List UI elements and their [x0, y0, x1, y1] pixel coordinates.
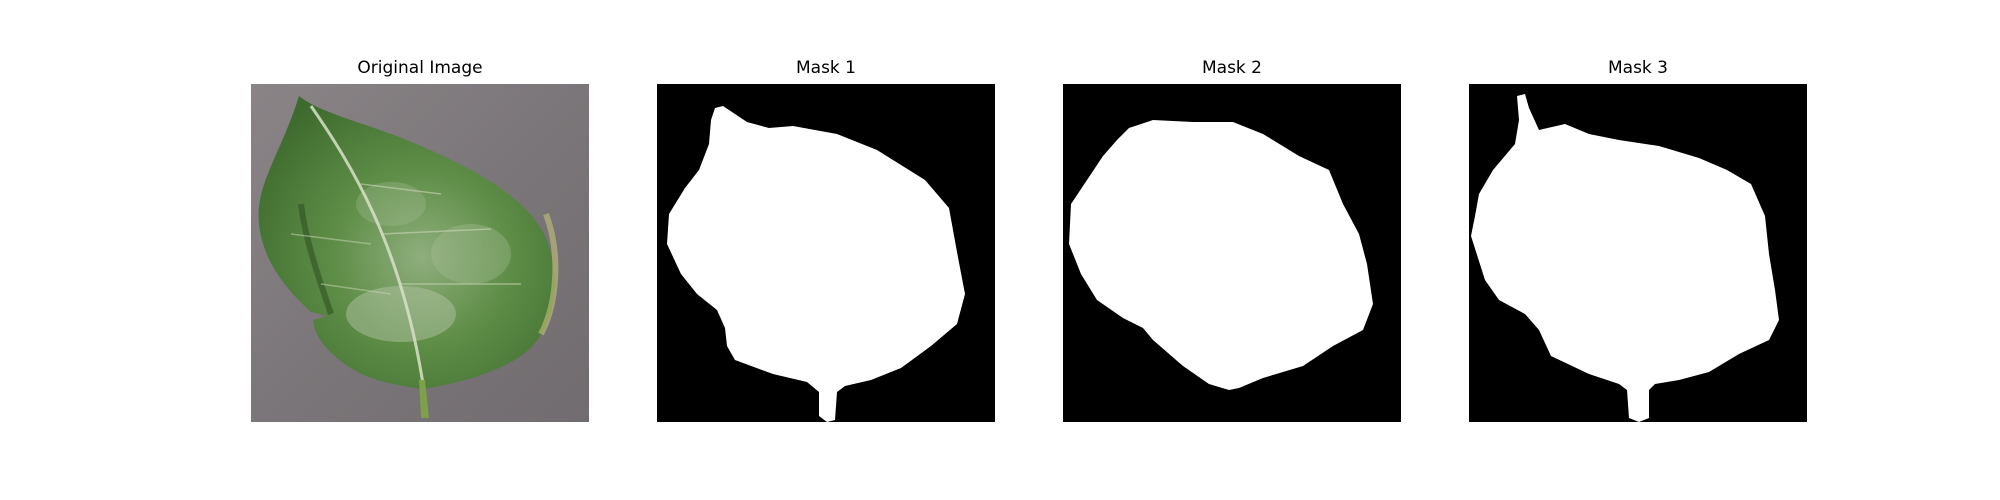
mask-1-title: Mask 1 — [795, 58, 856, 78]
mask-3-image — [1469, 84, 1807, 422]
original-leaf-photo — [251, 84, 589, 422]
mask-1-image — [657, 84, 995, 422]
mask-3-title: Mask 3 — [1607, 58, 1668, 78]
mask-3-panel: Mask 3 — [1469, 56, 1807, 422]
mask-2-panel: Mask 2 — [1063, 56, 1401, 422]
original-image-title: Original Image — [357, 58, 483, 78]
leaf-shape — [258, 96, 555, 389]
mask-1-panel: Mask 1 — [657, 56, 995, 422]
original-image-panel: Original Image — [251, 56, 589, 422]
mask-2-image — [1063, 84, 1401, 422]
mask-1-shape — [667, 106, 965, 422]
leaf-stem — [419, 380, 429, 418]
mask-3-shape — [1471, 94, 1779, 422]
mask-2-title: Mask 2 — [1201, 58, 1262, 78]
mask-2-shape — [1069, 120, 1373, 390]
